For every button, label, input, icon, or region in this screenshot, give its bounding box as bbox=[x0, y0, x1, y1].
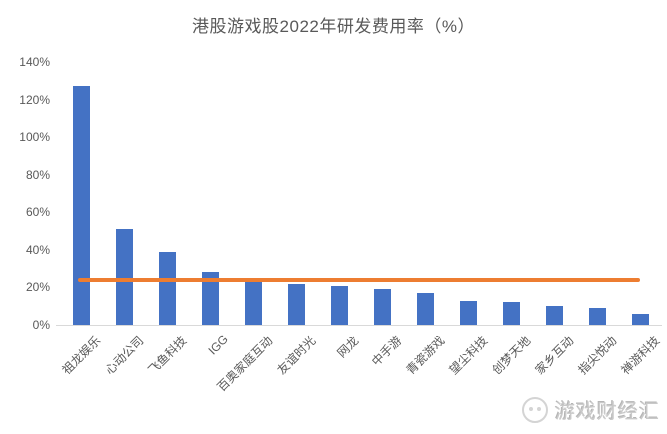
bar bbox=[632, 313, 649, 325]
y-tick-label: 140% bbox=[19, 55, 50, 69]
y-tick-label: 20% bbox=[25, 280, 50, 295]
x-category-label: 祖龙娱乐 bbox=[59, 333, 104, 378]
average-reference-line bbox=[78, 277, 640, 282]
bar bbox=[288, 283, 305, 325]
bar bbox=[417, 293, 434, 325]
bar bbox=[73, 86, 90, 325]
x-category-label: 望尘科技 bbox=[446, 333, 491, 378]
y-tick-label: 100% bbox=[19, 130, 50, 145]
bar bbox=[460, 300, 477, 325]
x-axis-line bbox=[56, 325, 662, 326]
bar bbox=[245, 281, 262, 325]
bar bbox=[331, 285, 348, 325]
bar bbox=[159, 251, 176, 325]
x-category-label: 网龙 bbox=[334, 333, 362, 361]
x-category-label: 家乡互动 bbox=[532, 333, 577, 378]
watermark-text: 游戏财经汇 bbox=[555, 401, 660, 423]
bar bbox=[374, 289, 391, 325]
game-logo-icon bbox=[522, 396, 548, 423]
x-category-label: 创梦天地 bbox=[489, 333, 534, 378]
y-tick-label: 40% bbox=[25, 242, 50, 257]
y-tick-label: 80% bbox=[25, 167, 50, 182]
watermark: 游戏财经汇 bbox=[522, 395, 660, 424]
x-category-label: 青瓷游戏 bbox=[403, 333, 448, 378]
x-category-label: 友谊时光 bbox=[274, 333, 319, 378]
x-category-label: 指尖悦动 bbox=[575, 333, 620, 378]
y-tick-label: 120% bbox=[19, 92, 50, 107]
x-category-label: 禅游科技 bbox=[618, 333, 663, 378]
bar bbox=[546, 306, 563, 325]
y-tick-label: 0% bbox=[32, 318, 50, 332]
x-category-label: IGG bbox=[205, 332, 232, 358]
bar bbox=[589, 308, 606, 325]
x-category-label: 飞鱼科技 bbox=[145, 333, 190, 378]
y-tick-label: 60% bbox=[25, 205, 50, 220]
x-category-label: 中手游 bbox=[369, 333, 405, 369]
bar bbox=[503, 302, 520, 325]
x-category-label: 心动公司 bbox=[102, 333, 147, 378]
bar bbox=[116, 229, 133, 325]
chart-title: 港股游戏股2022年研发费用率（%） bbox=[192, 17, 475, 36]
bar bbox=[202, 272, 219, 325]
